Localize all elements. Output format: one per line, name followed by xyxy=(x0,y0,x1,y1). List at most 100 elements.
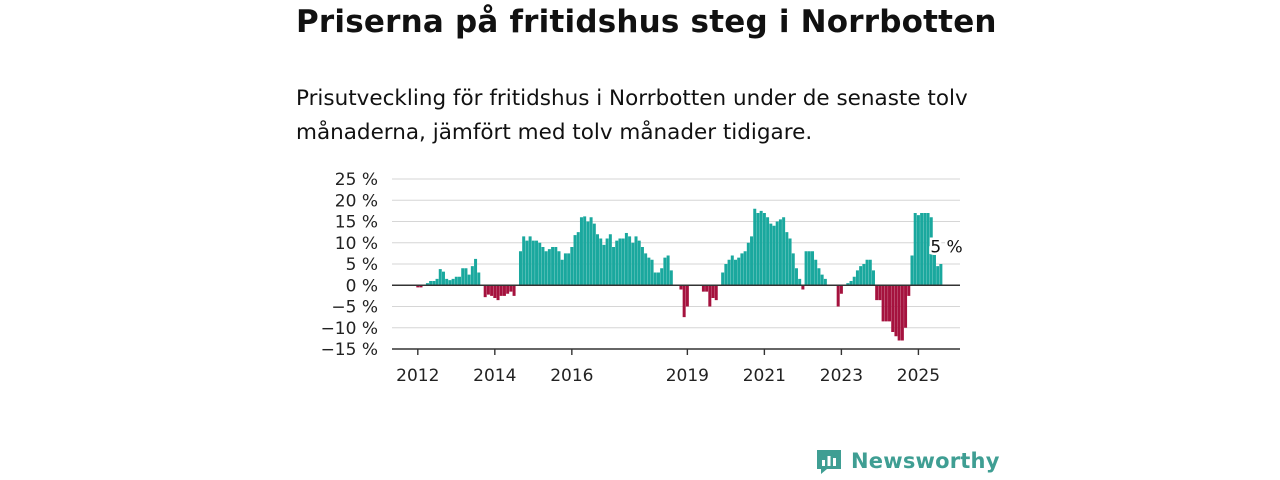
bar xyxy=(486,285,490,295)
newsworthy-logo-icon xyxy=(817,450,841,474)
bar xyxy=(807,251,811,286)
bar xyxy=(894,285,898,337)
bar xyxy=(467,274,471,286)
bar xyxy=(477,272,481,286)
bar xyxy=(794,268,798,286)
bar xyxy=(666,255,670,286)
bar xyxy=(464,268,468,286)
bar xyxy=(538,242,542,286)
bar xyxy=(640,247,644,286)
bar xyxy=(852,276,856,286)
bar xyxy=(438,269,442,286)
bar xyxy=(576,232,580,286)
bar xyxy=(740,253,744,286)
bar xyxy=(708,285,712,307)
bar xyxy=(528,236,532,286)
bar xyxy=(846,283,850,286)
bar xyxy=(618,238,622,286)
bar xyxy=(724,264,728,286)
x-tick-label: 2023 xyxy=(820,366,863,386)
x-tick-label: 2016 xyxy=(550,366,593,386)
bar xyxy=(425,283,429,286)
bar xyxy=(811,251,815,286)
bar xyxy=(583,216,587,286)
bar xyxy=(814,259,818,286)
bar xyxy=(541,247,545,286)
annotations: 5 % xyxy=(928,235,965,260)
bar xyxy=(868,259,872,286)
bar xyxy=(907,285,911,296)
bar xyxy=(759,210,763,286)
bar xyxy=(660,268,664,286)
bar xyxy=(502,285,506,296)
bar xyxy=(817,268,821,286)
bar xyxy=(756,213,760,286)
bar xyxy=(547,249,551,286)
bar xyxy=(615,240,619,286)
bar xyxy=(669,270,673,286)
bar xyxy=(624,232,628,286)
bar xyxy=(746,242,750,286)
bar xyxy=(509,285,513,292)
bar xyxy=(461,268,465,286)
brand-name: Newsworthy xyxy=(851,449,1000,473)
bar xyxy=(804,251,808,286)
bar xyxy=(936,266,940,286)
bar xyxy=(544,251,548,286)
bar xyxy=(916,215,920,286)
bar xyxy=(525,240,529,286)
bar xyxy=(531,240,535,286)
bar xyxy=(820,274,824,286)
bar xyxy=(656,272,660,286)
axes xyxy=(392,284,960,355)
bar xyxy=(926,213,930,286)
bar xyxy=(884,285,888,322)
bar xyxy=(637,240,641,286)
bar xyxy=(839,285,843,294)
bar xyxy=(605,238,609,286)
bar xyxy=(904,285,908,328)
bar xyxy=(859,266,863,286)
y-tick-label: 5 % xyxy=(346,255,378,275)
bar xyxy=(734,259,737,286)
bar xyxy=(920,213,924,286)
x-tick-label: 2012 xyxy=(396,366,439,386)
bar xyxy=(891,285,895,332)
bar xyxy=(714,285,718,301)
bar xyxy=(554,247,558,286)
bar xyxy=(592,223,596,286)
bar xyxy=(451,278,455,286)
bar xyxy=(586,221,590,286)
bar xyxy=(750,236,754,286)
bar xyxy=(557,251,561,286)
last-value-label: 5 % xyxy=(930,238,962,258)
bar xyxy=(441,271,445,286)
bar xyxy=(506,285,510,294)
bar xyxy=(432,281,436,286)
bar xyxy=(589,217,593,286)
bar xyxy=(602,244,606,286)
bar xyxy=(599,238,603,286)
bar xyxy=(567,253,571,286)
bar xyxy=(701,285,705,292)
bar xyxy=(881,285,885,322)
bar xyxy=(823,278,827,286)
bar xyxy=(499,285,503,296)
bar xyxy=(762,213,766,286)
bar xyxy=(551,247,555,286)
bar xyxy=(535,240,539,286)
bar xyxy=(727,259,731,286)
bar xyxy=(573,235,577,286)
bar xyxy=(579,217,583,286)
bar xyxy=(612,247,616,286)
y-tick-label: −5 % xyxy=(331,298,378,318)
y-tick-label: 10 % xyxy=(335,234,378,254)
bar xyxy=(782,217,786,286)
bar xyxy=(493,285,497,298)
bar xyxy=(801,285,805,290)
bars xyxy=(416,208,943,341)
bar xyxy=(772,225,776,286)
brand-logo: Newsworthy xyxy=(815,447,1000,475)
bar xyxy=(445,278,449,286)
